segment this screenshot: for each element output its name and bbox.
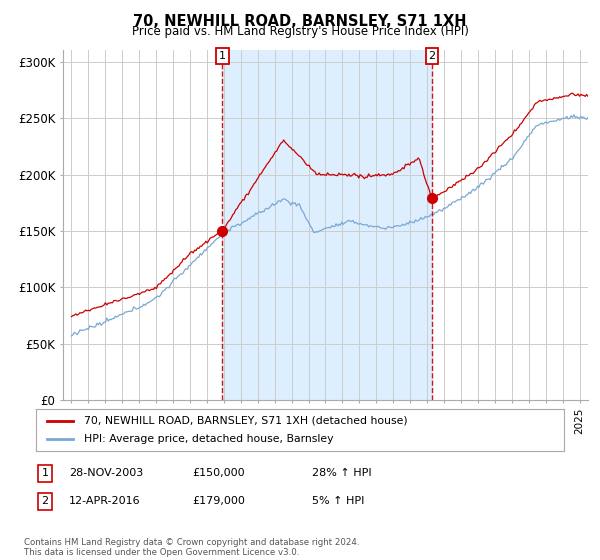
Text: 2: 2 — [428, 51, 436, 61]
Text: 12-APR-2016: 12-APR-2016 — [69, 496, 140, 506]
Text: 1: 1 — [41, 468, 49, 478]
Text: 28-NOV-2003: 28-NOV-2003 — [69, 468, 143, 478]
Text: 70, NEWHILL ROAD, BARNSLEY, S71 1XH (detached house): 70, NEWHILL ROAD, BARNSLEY, S71 1XH (det… — [83, 416, 407, 426]
Text: 70, NEWHILL ROAD, BARNSLEY, S71 1XH: 70, NEWHILL ROAD, BARNSLEY, S71 1XH — [133, 14, 467, 29]
Text: £179,000: £179,000 — [192, 496, 245, 506]
Text: £150,000: £150,000 — [192, 468, 245, 478]
Text: 1: 1 — [219, 51, 226, 61]
Text: Price paid vs. HM Land Registry's House Price Index (HPI): Price paid vs. HM Land Registry's House … — [131, 25, 469, 38]
Text: Contains HM Land Registry data © Crown copyright and database right 2024.
This d: Contains HM Land Registry data © Crown c… — [24, 538, 359, 557]
Bar — [223, 50, 432, 400]
Text: 28% ↑ HPI: 28% ↑ HPI — [312, 468, 371, 478]
Text: HPI: Average price, detached house, Barnsley: HPI: Average price, detached house, Barn… — [83, 434, 333, 444]
Text: 2: 2 — [41, 496, 49, 506]
Text: 5% ↑ HPI: 5% ↑ HPI — [312, 496, 364, 506]
